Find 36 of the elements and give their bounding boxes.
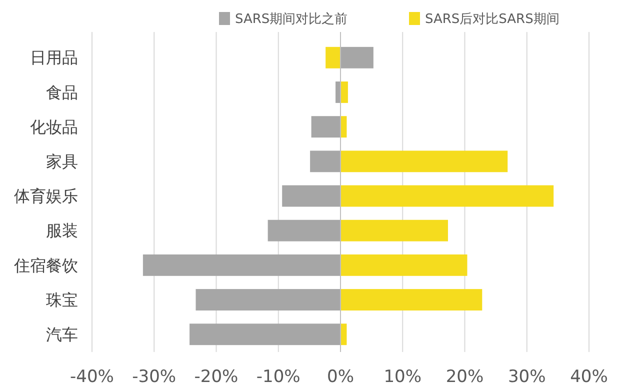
y-tick-label: 汽车 — [46, 324, 78, 344]
bar — [340, 46, 374, 68]
legend-label: SARS期间对比之前 — [235, 12, 348, 27]
bar — [190, 324, 340, 346]
y-tick-label: 珠宝 — [46, 290, 78, 310]
y-tick-label: 食品 — [46, 82, 78, 102]
y-tick-label: 家具 — [46, 152, 78, 172]
bar — [310, 150, 340, 172]
bar — [268, 220, 340, 242]
y-tick-label: 化妆品 — [30, 117, 78, 136]
bar — [340, 254, 468, 276]
bar — [196, 289, 340, 310]
bar — [326, 46, 340, 68]
y-tick-label: 体育娱乐 — [14, 186, 78, 206]
bar — [340, 82, 348, 103]
x-tick-label: 40% — [570, 367, 608, 387]
bar — [340, 289, 482, 310]
x-tick-label: 20% — [446, 367, 484, 387]
bar — [340, 150, 508, 172]
x-tick-label: -10% — [256, 367, 300, 387]
bar — [311, 116, 340, 138]
x-tick-label: 0% — [327, 367, 354, 387]
bar — [340, 185, 554, 207]
bar — [340, 220, 448, 242]
x-tick-label: -20% — [194, 367, 238, 387]
bar — [336, 82, 340, 103]
y-tick-label: 住宿餐饮 — [13, 256, 78, 275]
y-tick-label: 日用品 — [30, 48, 78, 68]
legend-label: SARS后对比SARS期间 — [425, 12, 560, 27]
y-tick-label: 服装 — [46, 221, 78, 240]
x-tick-label: 30% — [508, 367, 546, 387]
bar — [282, 185, 340, 207]
x-tick-label: 10% — [384, 367, 422, 387]
x-tick-label: -30% — [132, 367, 176, 387]
bar — [142, 254, 340, 276]
x-tick-label: -40% — [70, 367, 114, 387]
